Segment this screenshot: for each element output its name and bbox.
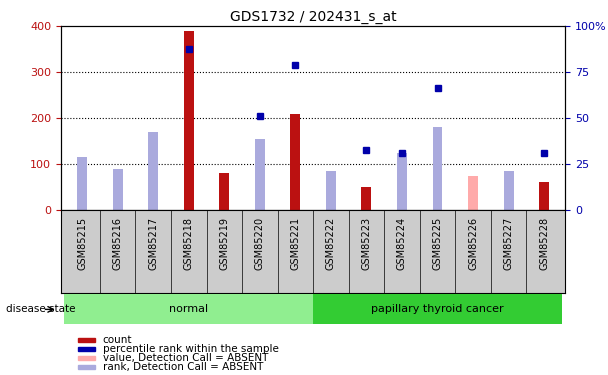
Bar	[64, 294, 313, 324]
Text: GSM85224: GSM85224	[397, 217, 407, 270]
Text: GSM85217: GSM85217	[148, 217, 158, 270]
Bar	[184, 31, 194, 210]
Bar	[219, 173, 229, 210]
Text: GSM85223: GSM85223	[361, 217, 371, 270]
Bar	[148, 132, 158, 210]
Text: GSM85221: GSM85221	[291, 217, 300, 270]
Bar	[397, 187, 407, 210]
Bar	[432, 155, 443, 210]
Bar	[78, 347, 95, 351]
Bar	[78, 364, 95, 369]
Bar	[539, 183, 549, 210]
Text: disease state: disease state	[6, 304, 75, 314]
Text: value, Detection Call = ABSENT: value, Detection Call = ABSENT	[103, 353, 268, 363]
Text: rank, Detection Call = ABSENT: rank, Detection Call = ABSENT	[103, 362, 263, 372]
Bar	[361, 187, 371, 210]
Text: GSM85228: GSM85228	[539, 217, 549, 270]
Bar	[503, 171, 514, 210]
Bar	[326, 171, 336, 210]
Bar	[255, 139, 265, 210]
Text: GSM85215: GSM85215	[77, 217, 87, 270]
Bar	[291, 114, 300, 210]
Text: GSM85216: GSM85216	[112, 217, 123, 270]
Bar	[112, 189, 123, 210]
Text: papillary thyroid cancer: papillary thyroid cancer	[371, 304, 504, 314]
Text: GSM85218: GSM85218	[184, 217, 194, 270]
Bar	[397, 153, 407, 210]
Bar	[468, 176, 478, 210]
Bar	[313, 294, 562, 324]
Bar	[361, 187, 371, 210]
Bar	[432, 128, 443, 210]
Text: GSM85225: GSM85225	[432, 217, 443, 270]
Bar	[77, 187, 87, 210]
Title: GDS1732 / 202431_s_at: GDS1732 / 202431_s_at	[230, 10, 396, 24]
Bar	[78, 356, 95, 360]
Bar	[77, 157, 87, 210]
Text: count: count	[103, 335, 132, 345]
Bar	[326, 189, 336, 210]
Text: normal: normal	[169, 304, 209, 314]
Bar	[503, 192, 514, 210]
Bar	[148, 178, 158, 210]
Bar	[112, 169, 123, 210]
Text: percentile rank within the sample: percentile rank within the sample	[103, 344, 278, 354]
Text: GSM85226: GSM85226	[468, 217, 478, 270]
Text: GSM85222: GSM85222	[326, 217, 336, 270]
Text: GSM85219: GSM85219	[219, 217, 229, 270]
Text: GSM85220: GSM85220	[255, 217, 265, 270]
Text: GSM85227: GSM85227	[503, 217, 514, 270]
Bar	[78, 338, 95, 342]
Bar	[255, 185, 265, 210]
